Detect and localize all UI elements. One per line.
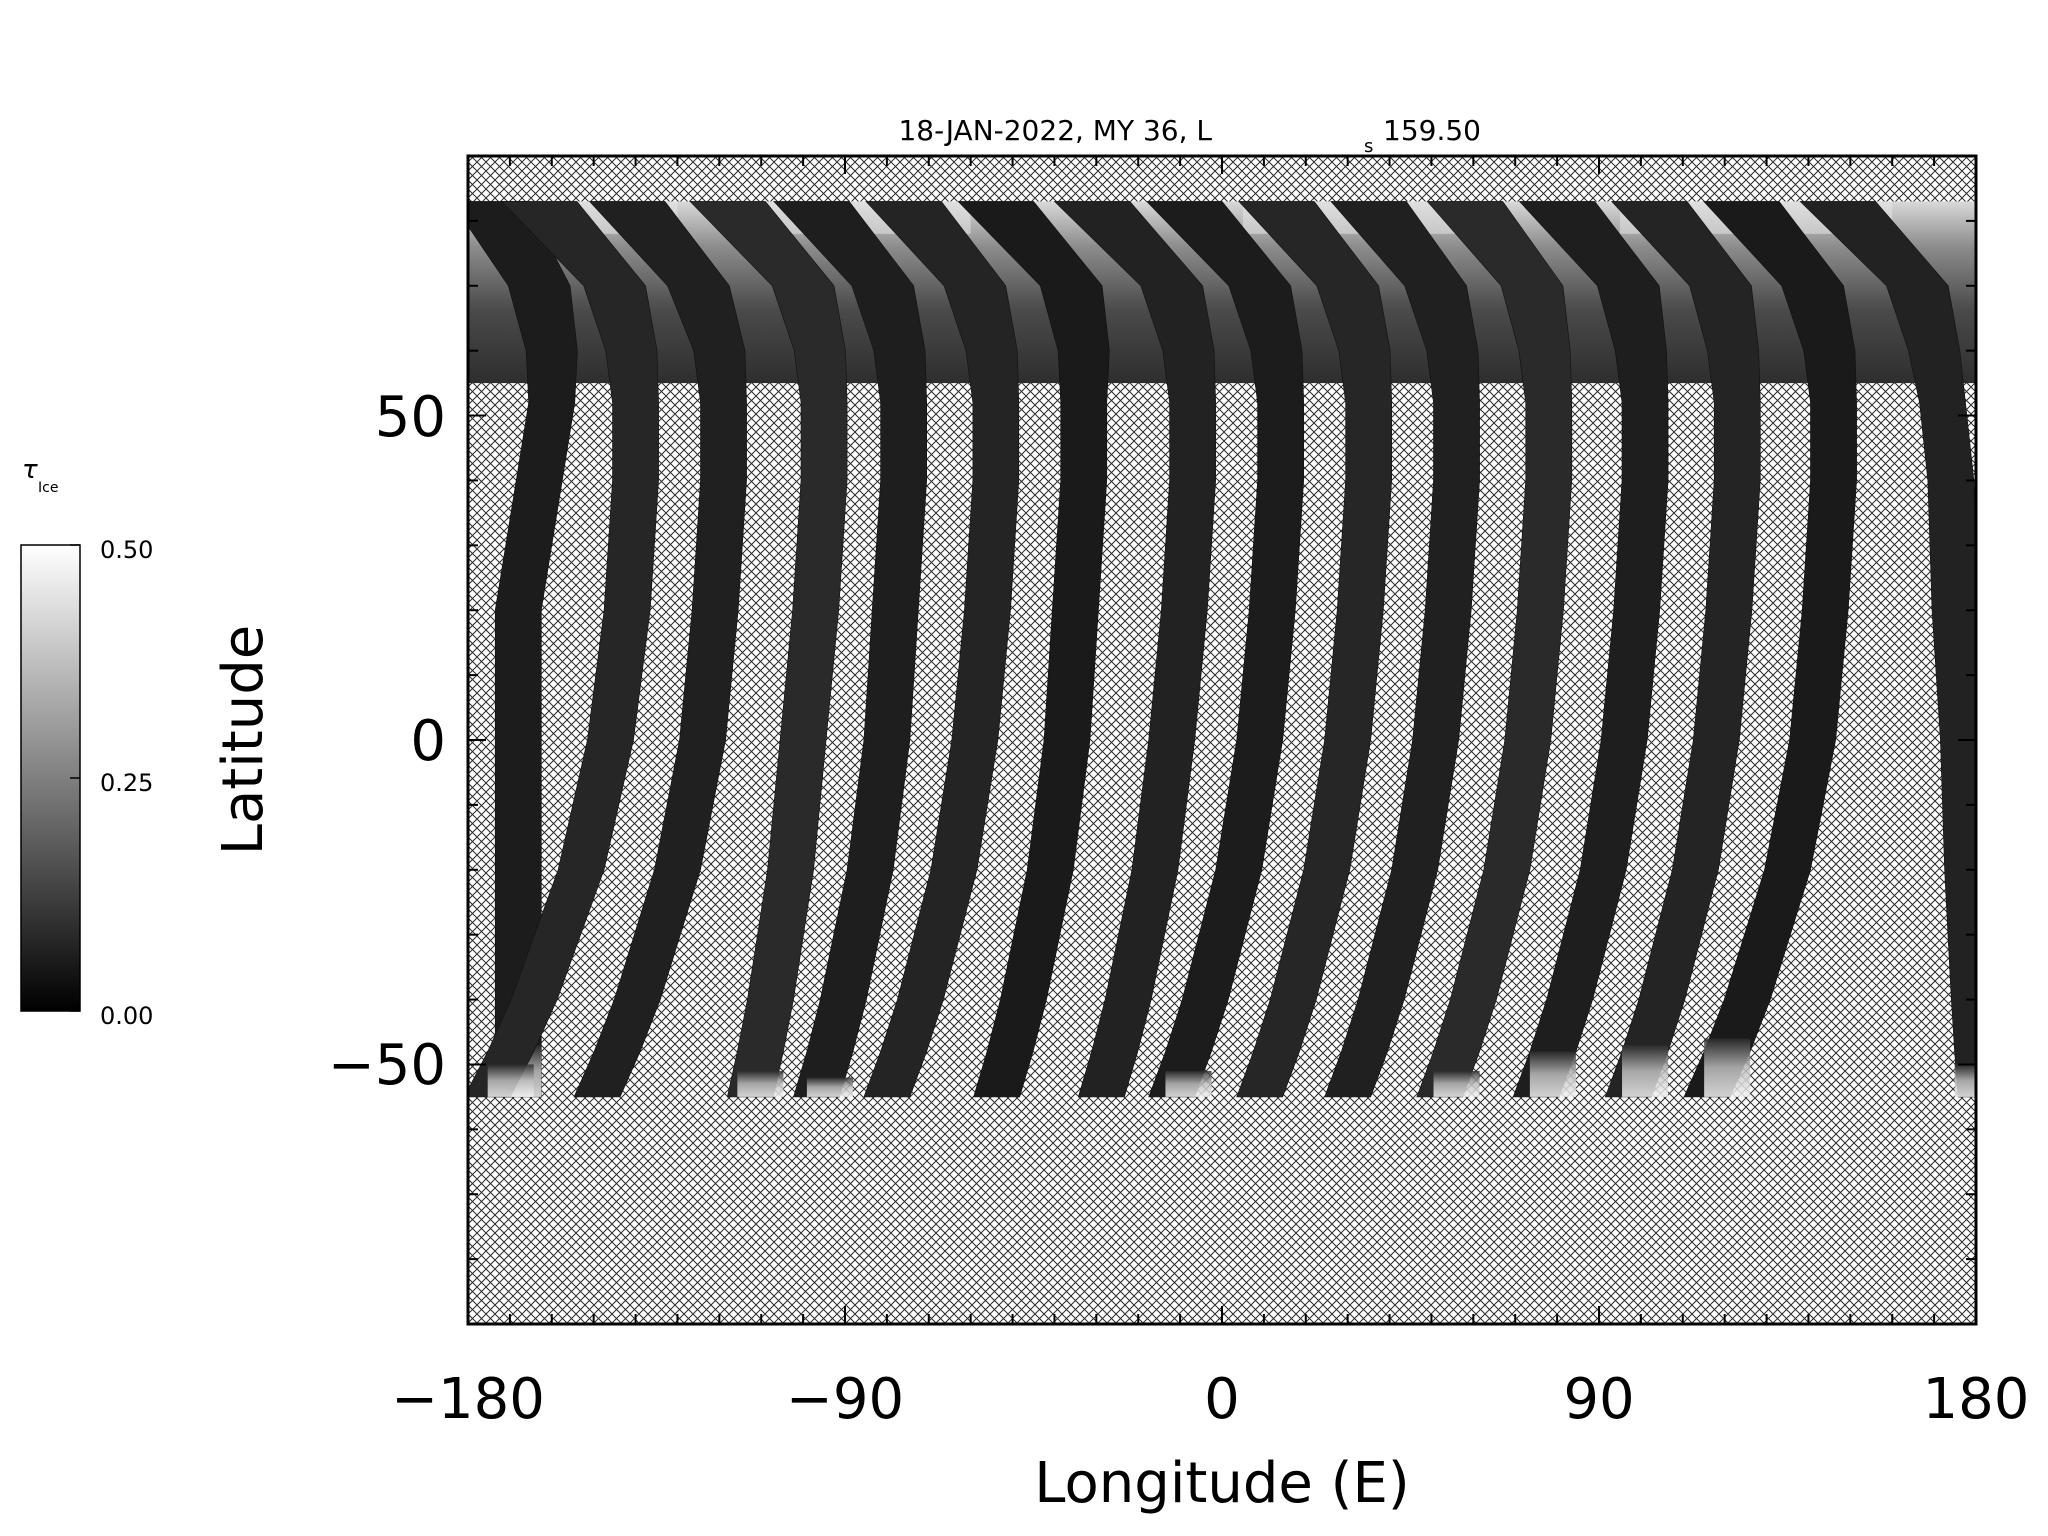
south-cap-fringe <box>806 1077 853 1097</box>
chart-title: 18-JAN-2022, MY 36, L s 159.50 <box>898 114 1481 157</box>
data-swath <box>1236 201 1392 1098</box>
south-cap-fringe <box>1954 1064 1976 1097</box>
data-swath <box>1416 201 1573 1098</box>
y-tick-label: 50 <box>375 385 446 450</box>
data-swath <box>1053 201 1216 1098</box>
x-axis-tick-labels: −180 −90 0 90 180 <box>391 1367 2029 1432</box>
data-swath <box>573 201 747 1098</box>
data-swath <box>1604 201 1761 1098</box>
x-tick-label: −180 <box>391 1367 545 1432</box>
data-swath <box>1799 201 1976 1098</box>
y-axis-tick-labels: −50 0 50 <box>328 385 446 1098</box>
y-tick-label: 0 <box>410 709 446 774</box>
y-axis-ticks <box>468 155 1976 1325</box>
data-swath <box>468 201 659 1098</box>
x-tick-label: 180 <box>1923 1367 2030 1432</box>
svg-text:18-JAN-2022, MY 36, L: 18-JAN-2022, MY 36, L <box>898 114 1212 147</box>
south-cap-fringe <box>487 1064 534 1097</box>
data-swath <box>1512 201 1669 1098</box>
data-swath <box>1145 201 1304 1098</box>
south-cap-fringe <box>1704 1038 1751 1097</box>
data-swath <box>863 201 1020 1098</box>
data-swath <box>1324 201 1480 1098</box>
colorbar-label: τ <box>22 455 38 485</box>
south-cap-fringe <box>1622 1044 1669 1097</box>
data-swath <box>1683 201 1857 1098</box>
south-cap-fringe <box>1529 1051 1576 1097</box>
south-cap-fringe <box>1433 1070 1480 1097</box>
colorbar-tick-label: 0.00 <box>100 1002 153 1030</box>
svg-text:159.50: 159.50 <box>1383 114 1481 147</box>
south-cap-fringe <box>737 1070 784 1097</box>
colorbar: τ Ice 0.50 0.25 0.00 <box>20 455 153 1030</box>
colorbar-tick-label: 0.25 <box>100 769 153 797</box>
colorbar-tick-label: 0.50 <box>100 536 153 564</box>
data-swath <box>773 201 928 1098</box>
colorbar-label-subscript: Ice <box>38 480 58 496</box>
x-tick-label: 90 <box>1563 1367 1634 1432</box>
x-axis-ticks <box>467 156 1977 1324</box>
x-tick-label: 0 <box>1204 1367 1240 1432</box>
data-swath <box>689 201 848 1098</box>
x-axis-label: Longitude (E) <box>1034 1451 1409 1516</box>
svg-text:s: s <box>1364 136 1373 157</box>
data-layer <box>468 201 1976 1098</box>
x-tick-label: −90 <box>786 1367 904 1432</box>
plot-area <box>466 154 1978 1326</box>
data-swath <box>957 201 1110 1098</box>
south-cap-fringe <box>1165 1070 1212 1097</box>
y-axis-label: Latitude <box>211 625 276 855</box>
y-tick-label: −50 <box>328 1033 446 1098</box>
data-swath <box>468 201 578 1098</box>
